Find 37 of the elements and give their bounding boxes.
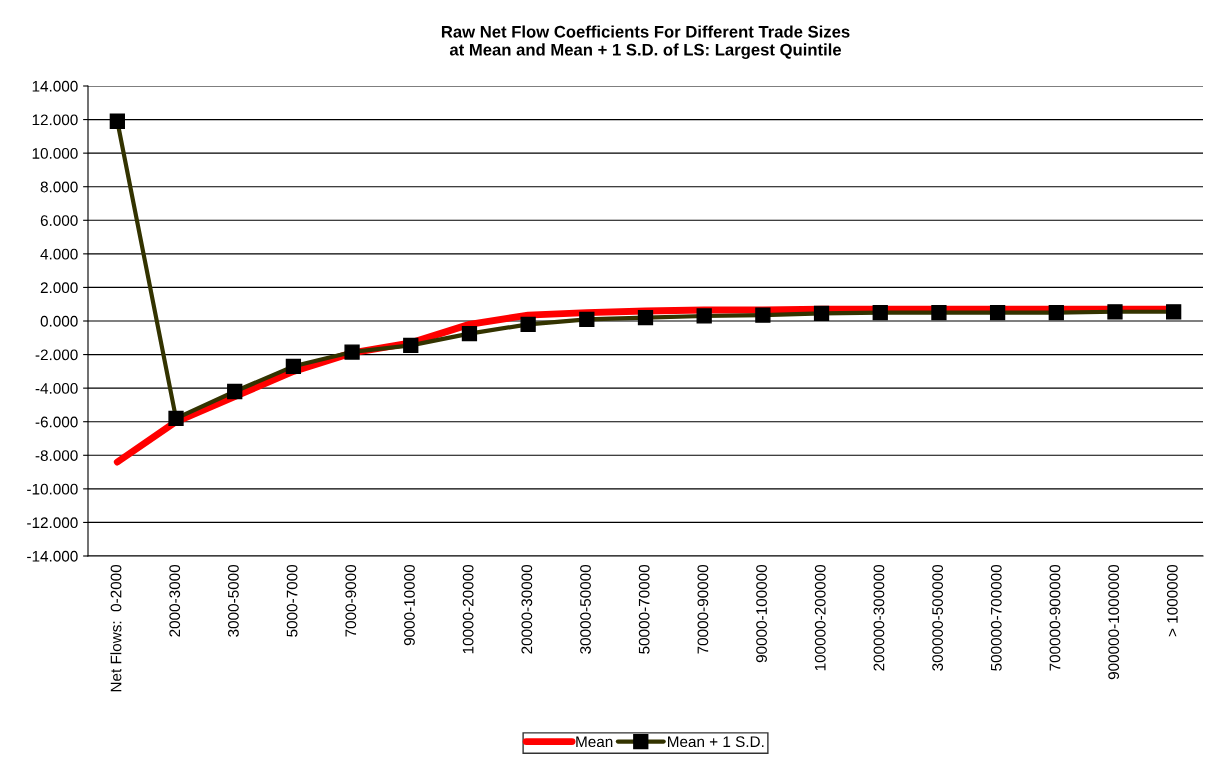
x-tick-label: 700000-900000 — [1049, 564, 1061, 671]
chart-title: Raw Net Flow Coefficients For Different Trade Sizes at Mean and Mean + 1 S.D. of LS: Largest Quintile — [441, 25, 850, 59]
legend-label: Mean — [576, 736, 613, 748]
x-tick-label: 9000-10000 — [404, 564, 415, 646]
x-tick-label: 90000-100000 — [756, 564, 767, 663]
legend-label: Mean + 1 S.D. — [668, 736, 764, 748]
y-tick-label: 0.000 — [40, 315, 78, 327]
x-tick-label: 70000-90000 — [697, 564, 709, 654]
x-tick-label: 10000-20000 — [462, 564, 474, 654]
y-tick-label: -12.000 — [27, 517, 78, 529]
x-tick-label: 5000-7000 — [286, 564, 298, 637]
x-tick-label: 300000-500000 — [932, 564, 944, 671]
y-tick-label: 10.000 — [32, 148, 78, 159]
x-tick-label: 7000-9000 — [345, 564, 357, 637]
x-tick-label: 20000-30000 — [521, 564, 533, 654]
x-tick-label: 200000-300000 — [873, 564, 885, 671]
y-tick-label: -14.000 — [27, 550, 78, 562]
y-tick-label: -6.000 — [35, 416, 78, 428]
x-tick-label: 2000-3000 — [169, 564, 181, 637]
y-tick-label: -8.000 — [35, 450, 78, 461]
x-tick-label: > 1000000 — [1166, 564, 1178, 637]
x-tick-label: 500000-700000 — [990, 564, 1002, 671]
y-tick-label: -4.000 — [35, 383, 78, 394]
y-tick-label: -2.000 — [35, 349, 78, 361]
y-tick-label: 8.000 — [40, 181, 78, 193]
y-tick-label: 6.000 — [40, 215, 78, 226]
y-tick-label: 14.000 — [32, 80, 78, 92]
y-tick-label: 2.000 — [40, 282, 78, 294]
x-tick-label: 100000-200000 — [814, 564, 826, 671]
x-tick-label: 3000-5000 — [227, 564, 239, 637]
y-tick-label: 12.000 — [32, 114, 78, 126]
x-tick-label: Net Flows: 0-2000 — [110, 564, 122, 692]
x-tick-label: 50000-70000 — [638, 564, 650, 654]
y-tick-label: 4.000 — [40, 248, 78, 260]
y-tick-label: -10.000 — [27, 483, 78, 495]
x-tick-label: 30000-50000 — [580, 564, 591, 654]
x-tick-label: 900000-1000000 — [1108, 564, 1120, 680]
